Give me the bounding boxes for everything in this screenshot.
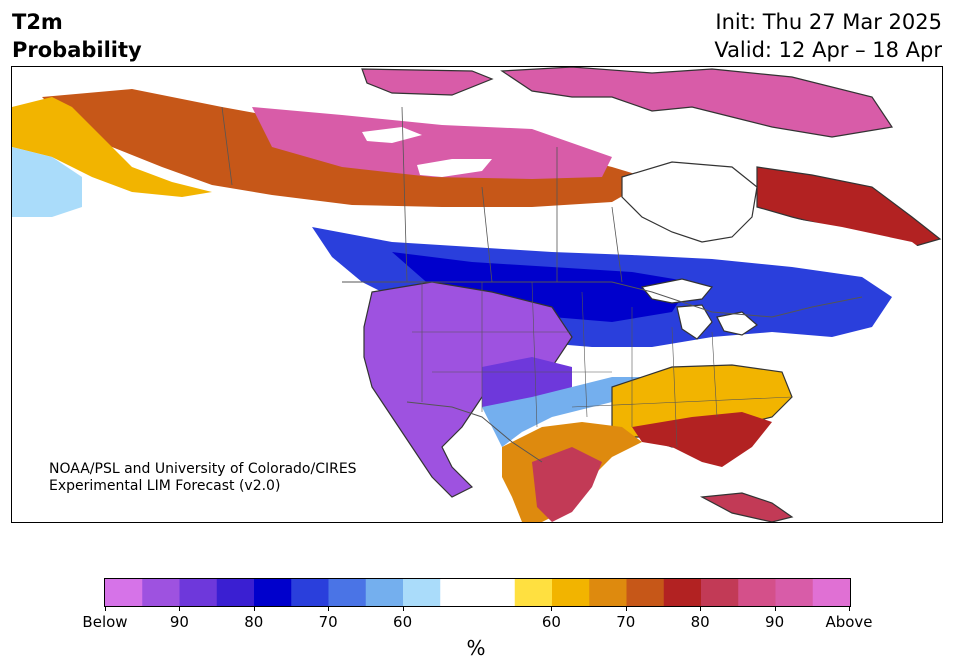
colorbar-tick-mark xyxy=(402,606,404,611)
colorbar-swatch xyxy=(477,579,516,606)
colorbar-tick-label: 90 xyxy=(765,613,785,631)
gulf-coast-warm-core xyxy=(632,412,772,467)
colorbar xyxy=(104,578,851,607)
map-title: T2m Probability xyxy=(12,8,142,64)
colorbar-tick-label: 60 xyxy=(541,613,561,631)
colorbar-tick-label: 70 xyxy=(318,613,338,631)
title-line-type: Probability xyxy=(12,38,142,62)
title-line-variable: T2m xyxy=(12,10,63,34)
us-mexico-border xyxy=(406,401,543,463)
arctic-above-zone xyxy=(252,107,612,179)
forecast-dates: Init: Thu 27 Mar 2025 Valid: 12 Apr – 18… xyxy=(714,8,942,64)
cuba-warm-zone xyxy=(699,492,794,522)
great-lakes xyxy=(640,278,758,340)
colorbar-tick-label: 60 xyxy=(393,613,413,631)
colorbar-swatch xyxy=(440,579,478,606)
arctic-islands xyxy=(361,67,894,138)
colorbar-swatch xyxy=(254,579,292,606)
colorbar-swatch xyxy=(142,579,180,606)
colorbar-tick-mark xyxy=(849,606,850,611)
colorbar-swatch xyxy=(552,579,590,606)
colorbar-swatch xyxy=(328,579,367,606)
colorbar-swatch xyxy=(514,579,553,606)
colorbar-tick-label: 70 xyxy=(616,613,636,631)
colorbar-tick-mark xyxy=(625,606,627,611)
colorbar-swatch xyxy=(812,579,850,606)
colorbar-tick-label: 80 xyxy=(244,613,264,631)
colorbar-swatch xyxy=(403,579,441,606)
great-bear-lake xyxy=(362,127,422,143)
init-date: Init: Thu 27 Mar 2025 xyxy=(715,10,942,34)
colorbar-tick-mark xyxy=(700,606,702,611)
texas-neutral-band xyxy=(482,377,642,447)
mexico-above-zone xyxy=(532,447,602,522)
province-borders xyxy=(221,106,623,283)
great-slave-lake xyxy=(417,159,492,177)
data-credit: NOAA/PSL and University of Colorado/CIRE… xyxy=(49,461,357,495)
map-panel xyxy=(11,66,943,523)
alaska-warm-zone xyxy=(12,97,212,197)
valid-date: Valid: 12 Apr – 18 Apr xyxy=(714,38,942,62)
state-borders xyxy=(412,281,793,448)
colorbar-swatch xyxy=(216,579,255,606)
colorbar-tick-label: Below xyxy=(82,613,128,631)
colorbar-tick-label: Above xyxy=(825,613,873,631)
colorbar-tick-mark xyxy=(253,606,255,611)
upper-midwest-cold-core xyxy=(392,252,692,322)
colorbar-swatch xyxy=(589,579,627,606)
colorbar-tick-mark xyxy=(179,606,181,611)
colorbar-tick-label: 90 xyxy=(169,613,189,631)
canada-neutral-band xyxy=(262,195,932,267)
colorbar-swatch xyxy=(663,579,702,606)
colorbar-tick-mark xyxy=(105,606,106,611)
credit-line-1: NOAA/PSL and University of Colorado/CIRE… xyxy=(49,461,357,477)
colorbar-tick-mark xyxy=(551,606,553,611)
colorbar-swatch xyxy=(626,579,665,606)
credit-line-2: Experimental LIM Forecast (v2.0) xyxy=(49,478,281,494)
colorbar-tick-mark xyxy=(774,606,776,611)
colorbar-tick-mark xyxy=(328,606,330,611)
colorbar-swatch xyxy=(738,579,776,606)
hudson-bay xyxy=(621,161,758,243)
colorbar-swatch xyxy=(291,579,329,606)
colorbar-swatch xyxy=(179,579,218,606)
colorbar-swatch xyxy=(105,579,143,606)
colorbar-swatch xyxy=(701,579,739,606)
colorbar-gradient xyxy=(105,579,850,606)
alaska-neutral-zone xyxy=(12,147,82,217)
colorbar-unit: % xyxy=(466,636,486,660)
western-us-cold-zone xyxy=(363,281,573,498)
colorbar-tick-label: 80 xyxy=(690,613,710,631)
colorbar-swatch xyxy=(775,579,814,606)
probability-map xyxy=(12,67,942,522)
us-canada-border xyxy=(342,281,863,318)
colorbar-swatch xyxy=(365,579,404,606)
